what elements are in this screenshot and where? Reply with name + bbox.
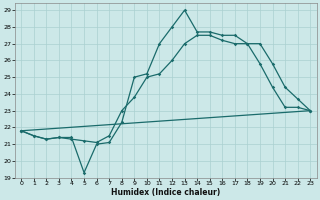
X-axis label: Humidex (Indice chaleur): Humidex (Indice chaleur) [111,188,220,197]
